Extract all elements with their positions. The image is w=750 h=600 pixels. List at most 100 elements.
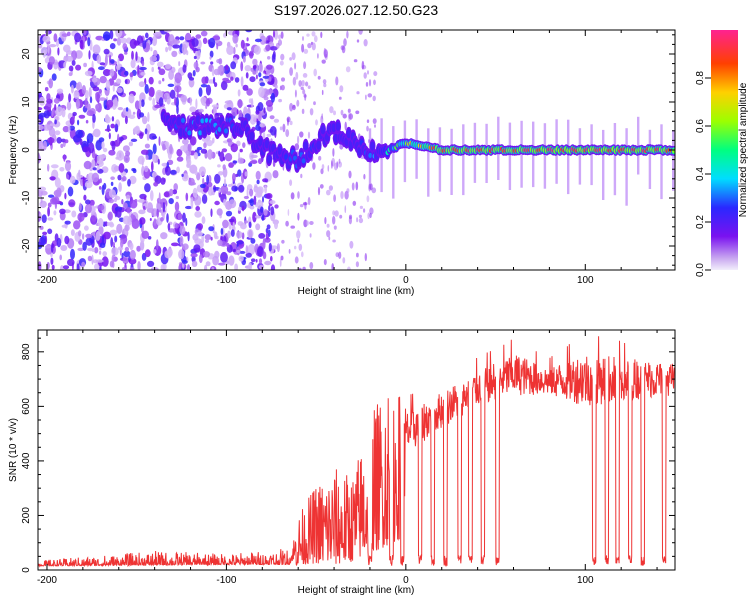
noise-blob (108, 149, 116, 156)
noise-blob (162, 143, 166, 151)
noise-blob (348, 170, 352, 179)
harmonic-stripe (578, 128, 582, 185)
noise-blob (249, 205, 255, 210)
noise-blob (188, 77, 195, 81)
noise-blob (110, 59, 115, 64)
noise-blob (313, 68, 318, 77)
noise-blob (200, 30, 208, 37)
noise-blob (64, 192, 67, 200)
noise-blob (149, 55, 158, 62)
noise-blob (127, 179, 131, 187)
noise-blob (140, 99, 145, 107)
noise-blob (320, 168, 324, 175)
noise-blob (194, 211, 202, 218)
noise-blob (49, 44, 57, 48)
noise-blob (115, 30, 123, 38)
noise-blob (132, 168, 137, 174)
snr-xlabel: Height of straight line (km) (298, 585, 415, 596)
noise-blob (205, 261, 211, 267)
noise-blob (61, 107, 66, 118)
signal-core (217, 126, 222, 132)
noise-blob (294, 89, 297, 98)
noise-blob (236, 109, 239, 115)
signal-band (195, 115, 201, 125)
y-tick-label: 20 (21, 48, 32, 60)
noise-blob (242, 84, 249, 91)
noise-blob (91, 159, 96, 167)
noise-blob (163, 30, 172, 33)
noise-blob (335, 76, 339, 86)
harmonic-stripe (672, 130, 675, 191)
noise-blob (189, 97, 192, 106)
noise-blob (137, 155, 145, 165)
noise-blob (203, 251, 210, 258)
noise-blob (139, 240, 145, 251)
noise-blob (232, 248, 236, 253)
noise-blob (309, 221, 314, 225)
noise-blob (175, 195, 179, 200)
y-tick-label: 0 (21, 567, 32, 573)
noise-blob (333, 194, 336, 202)
noise-blob (173, 183, 178, 191)
noise-blob (300, 173, 303, 179)
noise-blob (176, 104, 179, 115)
noise-blob (251, 258, 256, 263)
noise-blob (302, 73, 308, 78)
noise-blob (296, 230, 301, 239)
noise-blob (141, 60, 145, 67)
noise-blob (200, 84, 208, 88)
noise-blob (259, 123, 266, 128)
noise-blob (144, 165, 149, 173)
noise-blob (321, 59, 326, 64)
noise-blob (252, 211, 257, 223)
noise-blob (298, 80, 303, 87)
noise-blob (266, 64, 273, 70)
noise-blob (318, 155, 322, 161)
noise-blob (160, 217, 164, 222)
noise-blob (83, 62, 87, 68)
noise-blob (195, 66, 200, 73)
noise-blob (54, 103, 57, 111)
noise-blob (128, 114, 136, 120)
noise-blob (304, 93, 307, 101)
noise-blob (128, 93, 135, 104)
noise-blob (117, 174, 122, 181)
noise-blob (97, 204, 105, 211)
noise-blob (176, 86, 179, 97)
noise-blob (60, 143, 64, 149)
noise-blob (70, 84, 74, 94)
noise-blob (176, 166, 181, 174)
noise-blob (95, 104, 98, 112)
noise-blob (71, 210, 77, 218)
noise-blob (165, 46, 169, 53)
noise-blob (290, 225, 296, 229)
noise-blob (307, 131, 311, 139)
noise-blob (353, 59, 358, 63)
y-tick-label: 400 (21, 452, 32, 469)
noise-blob (124, 79, 128, 84)
noise-blob (338, 158, 341, 164)
noise-blob (102, 251, 107, 257)
noise-blob (194, 149, 200, 153)
noise-blob (252, 70, 257, 75)
colorbar-tick-label: 0.4 (695, 167, 706, 181)
noise-blob (84, 180, 93, 189)
noise-blob (221, 148, 228, 153)
noise-blob (366, 125, 369, 132)
noise-blob (257, 102, 264, 112)
noise-blob (180, 145, 187, 152)
noise-blob (38, 112, 47, 118)
noise-blob (168, 34, 175, 46)
noise-blob (309, 108, 314, 116)
noise-blob (211, 104, 219, 108)
noise-blob (365, 94, 367, 101)
noise-blob (141, 149, 149, 155)
noise-blob (108, 198, 114, 204)
noise-blob (59, 167, 65, 172)
noise-blob (358, 214, 362, 219)
noise-blob (262, 251, 267, 260)
noise-blob (67, 258, 75, 267)
y-tick-label: 800 (21, 343, 32, 360)
noise-blob (211, 267, 215, 270)
noise-blob (228, 199, 237, 209)
